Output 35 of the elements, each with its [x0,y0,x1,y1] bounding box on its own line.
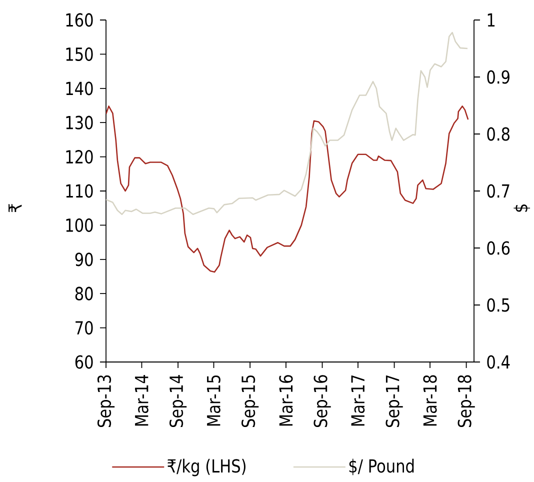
y-tick-label: 60 [75,355,93,369]
y2-tick-label: 0.4 [487,355,510,369]
x-tick-label: Mar-16 [279,375,293,426]
y-tick-label: 110 [66,184,93,198]
x-tick-label: Mar-17 [351,375,365,426]
y-tick-label: 100 [66,218,93,232]
x-tick-label: Sep-18 [458,375,475,428]
x-tick-label: Sep-13 [97,375,115,428]
y-tick-label: 160 [66,13,93,27]
y-tick-label: 80 [75,286,93,300]
y-tick-label: 70 [76,320,93,335]
line-series [106,32,468,216]
x-tick-label: Sep-17 [386,375,403,428]
y2-tick-label: 1 [488,13,495,27]
y2-tick-label: 0.5 [487,298,510,312]
x-tick-label: Sep-16 [314,375,331,428]
y2-tick-label: 0.7 [487,184,510,198]
y-tick-label: 150 [66,47,93,61]
line-series [106,106,469,273]
y-tick-label: 90 [75,252,93,266]
x-tick-label: Mar-18 [423,375,437,426]
x-tick-label: Sep-14 [169,375,187,428]
legend-label: ₹/kg (LHS) [168,458,246,476]
y-tick-label: 130 [66,116,93,130]
y2-axis-title: $ [514,204,530,212]
legend-label: $/ Pound [349,458,414,476]
y2-tick-label: 0.6 [487,241,510,255]
y-tick-label: 120 [66,150,93,164]
y2-tick-label: 0.9 [487,70,510,84]
x-tick-label: Sep-15 [241,376,259,428]
x-tick-label: Mar-15 [207,376,220,426]
y-tick-label: 140 [66,82,93,96]
x-tick-label: Mar-14 [135,375,148,426]
y2-tick-label: 0.8 [487,127,510,141]
y-axis-title: ₹ [8,204,22,212]
